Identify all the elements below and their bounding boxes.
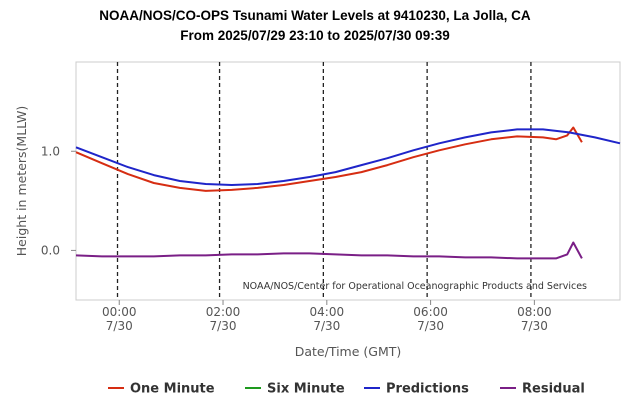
plot-frame (75, 61, 621, 301)
x-tick-date-label: 7/30 (313, 319, 340, 333)
credit-annotation: NOAA/NOS/Center for Operational Oceanogr… (243, 281, 587, 292)
legend-label: Residual (522, 382, 585, 397)
x-tick-date-label: 7/30 (210, 319, 237, 333)
series-line-residual (75, 241, 583, 260)
x-tick-label: 04:00 (310, 305, 345, 319)
chart-subtitle: From 2025/07/29 23:10 to 2025/07/30 09:3… (180, 28, 450, 43)
legend-label: Six Minute (267, 382, 345, 397)
y-tick-label: 0.0 (41, 243, 60, 257)
x-tick-label: 06:00 (413, 305, 448, 319)
series-line-predictions (75, 128, 621, 186)
legend-label: One Minute (130, 382, 215, 397)
x-tick-date-label: 7/30 (417, 319, 444, 333)
legend-label: Predictions (386, 382, 469, 397)
chart-title: NOAA/NOS/CO-OPS Tsunami Water Levels at … (99, 8, 531, 23)
y-tick-label: 1.0 (41, 144, 60, 158)
x-tick-label: 08:00 (517, 305, 552, 319)
x-tick-date-label: 7/30 (106, 319, 133, 333)
x-tick-label: 02:00 (206, 305, 241, 319)
x-axis-label: Date/Time (GMT) (295, 344, 402, 359)
y-axis-label: Height in meters(MLLW) (14, 106, 29, 256)
series-line-one-minute (75, 126, 583, 192)
x-tick-label: 00:00 (102, 305, 137, 319)
x-tick-date-label: 7/30 (521, 319, 548, 333)
